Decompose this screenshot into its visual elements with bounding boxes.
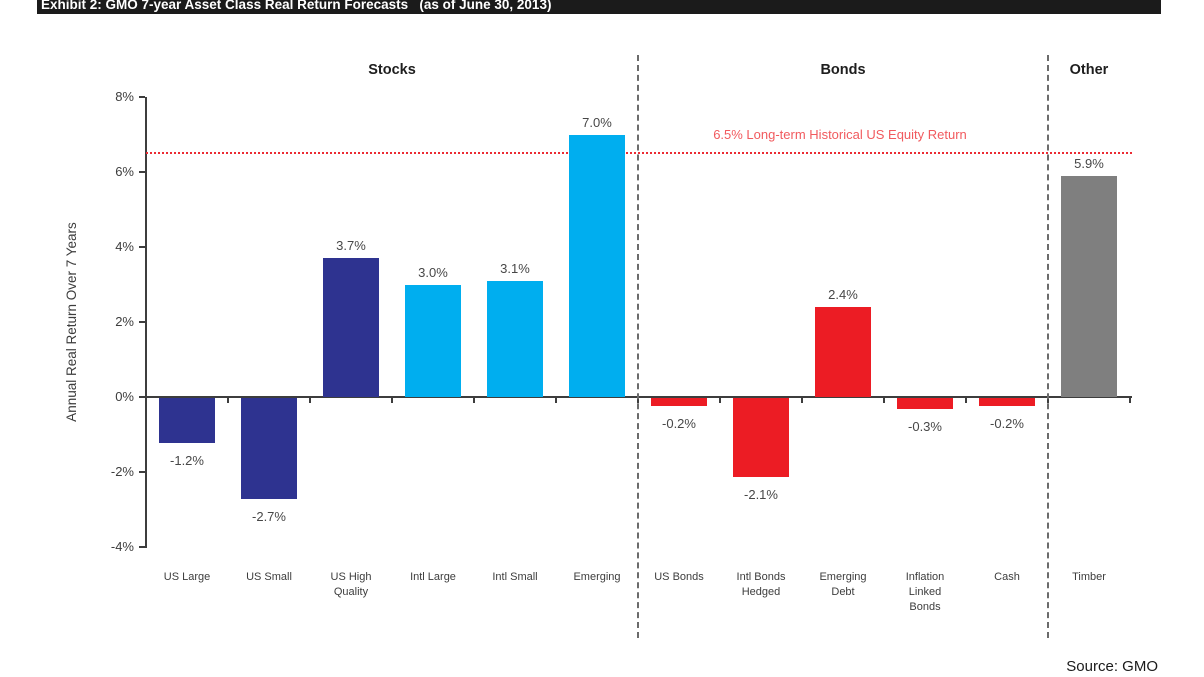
y-axis-tick (139, 546, 145, 548)
value-label-cash: -0.2% (990, 415, 1024, 431)
group-header-stocks: Stocks (368, 62, 416, 78)
bar-us-high-quality (323, 258, 379, 397)
category-label-us-small: US Small (246, 571, 292, 583)
category-label-intl-large: Intl Large (410, 571, 456, 583)
bar-emerging-debt (815, 307, 871, 397)
source-note: Source: GMO (1066, 658, 1158, 675)
y-axis-tick (139, 96, 145, 98)
exhibit-title: Exhibit 2: GMO 7-year Asset Class Real R… (41, 0, 552, 12)
value-label-emerging-debt: 2.4% (828, 287, 858, 302)
bar-intl-large (405, 284, 461, 397)
x-axis-tick (883, 398, 885, 403)
bar-inflation-linked-bonds (897, 398, 953, 410)
category-label-cash: Cash (994, 571, 1020, 583)
x-axis-tick (965, 398, 967, 403)
reference-line-label: 6.5% Long-term Historical US Equity Retu… (713, 127, 967, 142)
x-axis-tick (309, 398, 311, 403)
bar-timber (1061, 175, 1117, 397)
x-axis-tick (227, 398, 229, 403)
value-label-intl-bonds-hedged: -2.1% (744, 486, 778, 502)
category-label-intl-small: Intl Small (492, 571, 538, 583)
y-axis-tick (139, 246, 145, 248)
category-label-inflation-linked-bonds: Inflation Linked Bonds (905, 571, 945, 613)
x-axis-tick (801, 398, 803, 403)
y-tick-label: -4% (110, 539, 134, 554)
y-tick-label: 2% (115, 314, 134, 329)
category-label-us-large: US Large (163, 571, 211, 583)
group-header-other: Other (1069, 62, 1109, 78)
bar-us-bonds (651, 398, 707, 406)
x-axis-tick (555, 398, 557, 403)
y-tick-label: 4% (115, 239, 134, 254)
group-header-bonds: Bonds (820, 62, 866, 78)
y-axis-tick (139, 471, 145, 473)
value-label-intl-large: 3.0% (418, 264, 448, 280)
value-label-inflation-linked-bonds: -0.3% (908, 419, 942, 435)
y-tick-label: 6% (115, 164, 134, 179)
category-label-emerging: Emerging (573, 571, 621, 583)
y-axis-tick (139, 396, 145, 398)
x-axis-tick (1129, 398, 1131, 403)
group-divider (637, 55, 639, 638)
category-label-intl-bonds-hedged: Intl Bonds Hedged (736, 571, 786, 598)
category-label-us-high-quality: US High Quality (330, 571, 372, 598)
value-label-us-large: -1.2% (170, 453, 204, 468)
exhibit-title-bar: Exhibit 2: GMO 7-year Asset Class Real R… (37, 0, 1161, 14)
bar-intl-small (487, 280, 543, 397)
y-axis-tick (139, 171, 145, 173)
x-axis-tick (473, 398, 475, 403)
bar-cash (979, 398, 1035, 406)
y-tick-label: 0% (115, 389, 134, 404)
bar-intl-bonds-hedged (733, 398, 789, 477)
value-label-us-bonds: -0.2% (662, 415, 696, 431)
value-label-us-small: -2.7% (252, 509, 286, 525)
x-axis-tick (719, 398, 721, 403)
y-tick-label: 8% (115, 89, 134, 104)
category-label-timber: Timber (1072, 571, 1106, 583)
value-label-intl-small: 3.1% (500, 260, 530, 276)
y-axis-line (145, 97, 147, 548)
reference-line (146, 152, 1132, 155)
value-label-us-high-quality: 3.7% (336, 238, 366, 254)
x-axis-tick (391, 398, 393, 403)
group-divider (1047, 55, 1049, 638)
y-axis-tick (139, 321, 145, 323)
bar-emerging (569, 134, 625, 397)
y-tick-label: -2% (110, 464, 134, 479)
category-label-emerging-debt: Emerging Debt (819, 571, 867, 598)
value-label-timber: 5.9% (1074, 155, 1104, 171)
category-label-us-bonds: US Bonds (654, 571, 704, 583)
bar-us-small (241, 398, 297, 500)
bar-us-large (159, 398, 215, 443)
value-label-emerging: 7.0% (582, 114, 612, 130)
